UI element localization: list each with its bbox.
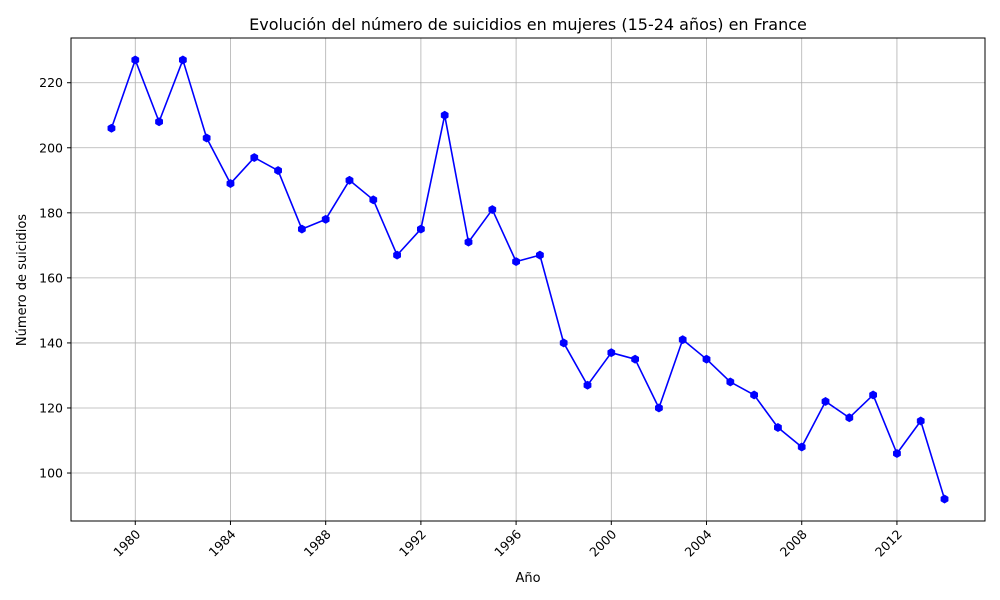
data-point: [131, 55, 140, 65]
y-tick-label: 180: [39, 205, 63, 220]
data-point: [536, 250, 544, 260]
data-point: [393, 250, 401, 260]
data-point: [916, 416, 925, 426]
data-point: [202, 133, 211, 143]
data-point: [631, 354, 639, 364]
data-point: [417, 224, 425, 234]
data-point: [512, 257, 520, 267]
data-point: [274, 166, 282, 176]
data-point: [250, 153, 259, 163]
data-point: [702, 354, 711, 364]
data-point: [869, 390, 878, 400]
data-point: [726, 377, 735, 387]
data-point: [345, 175, 354, 185]
data-point: [797, 442, 806, 452]
x-axis-label: Año: [515, 571, 540, 586]
data-point: [774, 423, 782, 432]
data-point: [583, 380, 592, 390]
data-point: [559, 338, 568, 348]
y-tick-label: 100: [39, 466, 63, 481]
data-point: [893, 449, 901, 458]
data-point: [488, 205, 497, 215]
data-point: [678, 335, 687, 345]
y-axis-label: Número de suicidios: [15, 214, 30, 346]
data-point: [821, 396, 830, 406]
y-tick-label: 140: [39, 335, 63, 350]
grid: [71, 38, 985, 521]
data-point: [226, 179, 235, 189]
data-point: [155, 117, 163, 127]
data-point: [107, 123, 116, 133]
data-point: [845, 413, 854, 423]
data-point: [607, 348, 616, 358]
data-point: [440, 110, 449, 120]
data-point: [655, 403, 663, 413]
plot-frame: [70, 37, 986, 522]
data-point: [321, 214, 330, 224]
data-point: [464, 237, 473, 247]
data-point: [178, 55, 187, 65]
data-point: [369, 195, 378, 205]
series-line: [110, 59, 946, 500]
y-tick-label: 220: [39, 75, 63, 90]
chart-title: Evolución del número de suicidios en muj…: [249, 15, 807, 34]
series: [107, 55, 949, 504]
y-tick-label: 160: [39, 270, 63, 285]
data-point: [940, 494, 949, 504]
data-point: [297, 224, 306, 234]
y-tick-label: 120: [39, 400, 63, 415]
data-point: [750, 390, 759, 400]
y-tick-label: 200: [39, 140, 63, 155]
